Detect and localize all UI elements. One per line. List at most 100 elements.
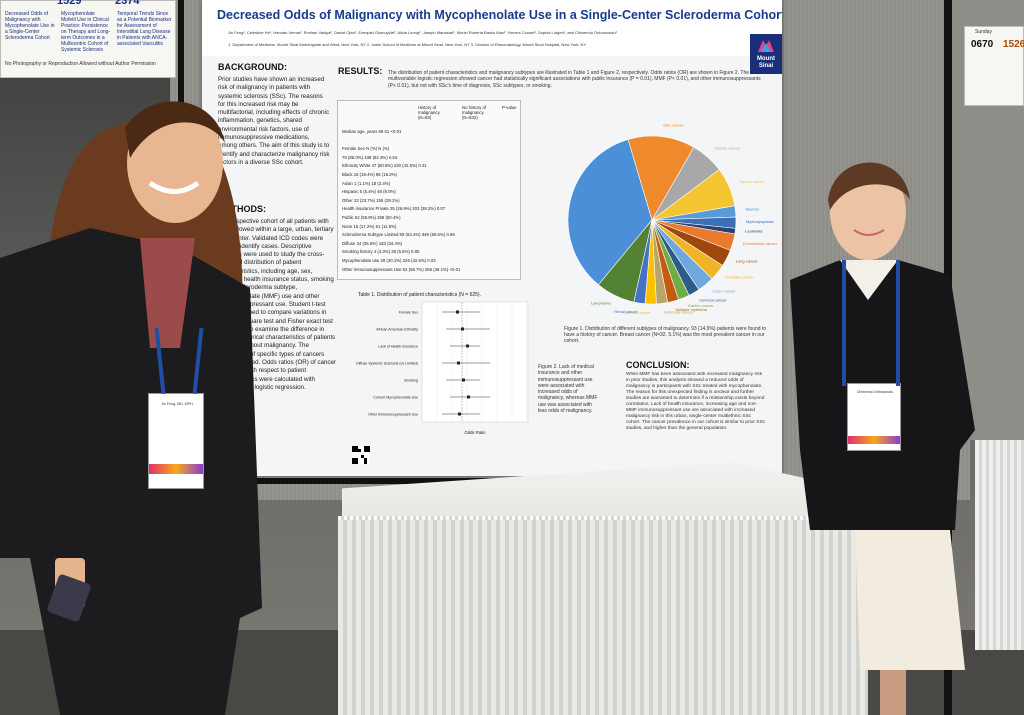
table-row: Median age, years 69 61 <0.01 bbox=[342, 129, 402, 134]
person-left-figure bbox=[0, 101, 262, 715]
poster-authors: Jin Feng¹, Celestine He¹, Hannah Verma²,… bbox=[228, 30, 617, 35]
poster-affiliations: 1. Department of Medicine, Mount Sinai M… bbox=[228, 42, 587, 47]
table-row: None 16 (17.2%) 61 (11.5%) bbox=[342, 223, 397, 229]
sign-text-1: Decreased Odds of Malignancy with Mycoph… bbox=[5, 11, 55, 41]
conclusion-heading: CONCLUSION: bbox=[626, 360, 690, 370]
pie-slice-label: Uterine cancer bbox=[714, 146, 741, 151]
conclusion-text: While MMF has been associated with incre… bbox=[626, 372, 766, 431]
table-row: Ethnicity White 47 (50.5%) 220 (42.5%) 0… bbox=[342, 163, 427, 169]
pie-slice-label: Endometrial cancer bbox=[743, 241, 778, 246]
table-row: Smoking history 4 (4.3%) 29 (5.5%) 0.80 bbox=[342, 249, 420, 255]
forest-row-label: Smoking bbox=[404, 379, 418, 383]
pie-slice-label: Colon cancer bbox=[712, 288, 736, 293]
table-row: Diffuse 34 (36.6%) 183 (34.4%) bbox=[342, 240, 403, 246]
sign-text-2: Mycophenolate Mofetil Use in Clinical Pr… bbox=[61, 11, 111, 53]
sign-notice: No Photography or Reproduction Allowed w… bbox=[5, 61, 156, 67]
table-row: Hispanic 5 (5.4%) 48 (9.0%) bbox=[342, 189, 396, 195]
right-table-edge bbox=[975, 440, 1024, 650]
table-row: Other immunosuppressant Use 62 (66.7%) 2… bbox=[342, 266, 461, 272]
table-row: Black 18 (19.4%) 86 (16.2%) bbox=[342, 172, 397, 177]
table-row: Female Sex N (%) N (%) bbox=[342, 146, 390, 152]
pie-slice-label: Renal cancer bbox=[614, 309, 638, 314]
pie-slice-label: Ovarian cancer bbox=[623, 310, 651, 315]
methods-heading: METHODS: bbox=[218, 204, 266, 214]
pie-slice-label: Thyroid cancer bbox=[738, 179, 765, 184]
sign-number-right-2: 1526 bbox=[1003, 39, 1024, 50]
table-row: Other 22 (23.7%) 155 (29.1%) bbox=[342, 197, 400, 203]
background-heading: BACKGROUND: bbox=[218, 62, 287, 72]
table-header-col3: P-value bbox=[502, 105, 517, 110]
session-sign-left: Decreased Odds of Malignancy with Mycoph… bbox=[0, 0, 176, 78]
table-row: Mycophenolate use 28 (30.1%) 226 (42.5%)… bbox=[342, 258, 436, 263]
pie-slice-label: Cervical cancer bbox=[699, 297, 727, 302]
table-header-col1: History of malignancy (N=93) bbox=[418, 105, 440, 120]
pie-slice bbox=[567, 139, 653, 286]
badge-left-name: Jin Feng, MD, MPH bbox=[161, 402, 193, 406]
logo-mark-icon bbox=[758, 40, 774, 52]
pie-slice-label: Prostate cancer bbox=[725, 275, 754, 280]
forest-point bbox=[462, 378, 465, 382]
pie-slice-label: Lung cancer bbox=[736, 259, 759, 264]
lanyard-right bbox=[842, 260, 846, 386]
sign-text-3: Temporal Trends Since as a Potential Bio… bbox=[117, 11, 172, 47]
results-text: The distribution of patient characterist… bbox=[388, 70, 761, 89]
poster-title: Decreased Odds of Malignancy with Mycoph… bbox=[217, 8, 782, 22]
pie-slice-label: Myelodysplastic bbox=[746, 219, 774, 224]
forest-x-label: Odds Ratio bbox=[465, 430, 487, 435]
session-sign-right: Sunday 0670 1526 bbox=[964, 26, 1024, 106]
table-row: Health insurance Private 25 (26.9%) 203 … bbox=[342, 206, 446, 212]
table-caption: Table 1. Distribution of patient charact… bbox=[358, 292, 481, 298]
forest-point bbox=[461, 327, 464, 331]
pie-slice bbox=[627, 135, 695, 221]
pie-slice-label: Bladder bbox=[746, 206, 760, 211]
badge-right-band bbox=[848, 436, 900, 444]
pie-slice bbox=[598, 219, 653, 303]
forest-row-label: Lack of Health Insurance bbox=[378, 345, 418, 349]
pie-slice-label: Testicular cancer bbox=[663, 309, 694, 314]
research-poster: Decreased Odds of Malignancy with Mycoph… bbox=[202, 0, 782, 476]
sign-number-1: 1529 bbox=[57, 0, 82, 7]
forest-row-label: Other Immunosuppressant Use bbox=[368, 413, 418, 417]
forest-point bbox=[458, 412, 461, 416]
badge-left: Jin Feng, MD, MPH bbox=[148, 393, 204, 489]
sign-number-2: 2374 bbox=[115, 0, 140, 7]
forest-plot-caption: Figure 2. Lack of medical insurance and … bbox=[538, 364, 598, 415]
forest-row-label: Female Sex bbox=[399, 311, 418, 315]
forest-row-label: Diffuse Systemic Sclerosis (vs Limited) bbox=[356, 362, 418, 366]
table-row: 79 (85.0%) 438 (82.3%) 0.54 bbox=[342, 154, 398, 160]
forest-point bbox=[467, 395, 470, 399]
background-text: Prior studies have shown an increased ri… bbox=[218, 76, 330, 166]
badge-right: Chiwendu Onbowoudu bbox=[847, 383, 901, 451]
table-row: Asian 1 (1.1%) 18 (3.4%) bbox=[342, 180, 391, 186]
badge-left-band bbox=[149, 464, 203, 474]
person-left: Jin Feng, MD, MPH bbox=[0, 88, 270, 715]
forest-plot-area bbox=[421, 301, 529, 423]
person-right: Chiwendu Onbowoudu bbox=[780, 150, 980, 715]
logo-text: Mount Sinai bbox=[757, 56, 775, 69]
table-row: Public 52 (55.9%) 268 (50.4%) bbox=[342, 215, 401, 220]
sign-day: Sunday bbox=[975, 29, 992, 35]
odds-ratio-forest-plot: Female Sex African American Ethnicity Lack… bbox=[356, 301, 529, 435]
mount-sinai-logo: Mount Sinai bbox=[750, 34, 782, 74]
lanyard-right-2 bbox=[896, 260, 900, 386]
table-skirt bbox=[338, 520, 868, 715]
badge-right-name: Chiwendu Onbowoudu bbox=[856, 390, 894, 394]
patient-characteristics-table: History of malignancy (N=93) No history … bbox=[337, 100, 521, 280]
qr-code-icon bbox=[352, 446, 370, 464]
forest-point bbox=[456, 310, 459, 314]
methods-text: A retrospective cohort of all patients w… bbox=[218, 218, 336, 391]
pie-slice-label: Skin cancer bbox=[663, 123, 685, 128]
results-heading: RESULTS: bbox=[338, 66, 383, 76]
forest-row-label: Current Mycophenolate Use bbox=[373, 396, 418, 400]
table-header-col2: No history of malignancy (N=532) bbox=[462, 105, 487, 120]
pie-caption: Figure 1. Distribution of different subt… bbox=[564, 326, 767, 345]
table-row: Scleroderma Subtype Limited 59 (63.4%) 3… bbox=[342, 232, 455, 238]
forest-row-label: African American Ethnicity bbox=[376, 328, 418, 332]
pie-slice-label: Multiple myeloma bbox=[676, 307, 708, 312]
sign-number-right-1: 0670 bbox=[971, 39, 994, 50]
pie-slice-label: Lymphoma bbox=[591, 300, 611, 305]
forest-point bbox=[457, 361, 460, 365]
poster-header: Decreased Odds of Malignancy with Mycoph… bbox=[202, 0, 782, 56]
